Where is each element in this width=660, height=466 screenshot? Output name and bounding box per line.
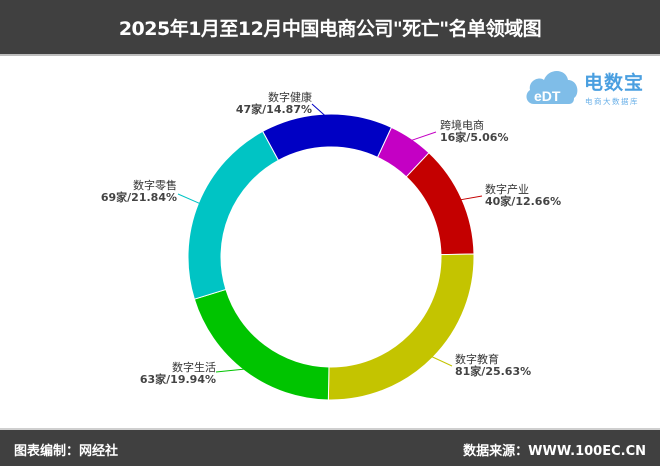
slice-5	[262, 113, 393, 162]
slice-label-value: 69家/21.84%	[100, 191, 177, 204]
leader-line-3	[215, 368, 247, 373]
footer-source: 数据来源：WWW.100EC.CN	[463, 444, 646, 459]
logo-subtitle: 电商大数据库	[585, 97, 639, 106]
slice-label-value: 47家/14.87%	[235, 103, 312, 116]
slice-label-name: 数字零售	[133, 179, 177, 192]
footer-bar: 图表编制：网经社 数据来源：WWW.100EC.CN	[0, 428, 660, 466]
logo: eDT 电数宝 电商大数据库	[524, 62, 654, 116]
title-bar: 2025年1月至12月中国电商公司"死亡"名单领域图	[0, 0, 660, 56]
slice-label: 数字生活 63家/19.94%	[140, 362, 216, 386]
slice-label: 数字零售 69家/21.84%	[101, 180, 177, 204]
slice-label: 跨境电商 16家/5.06%	[440, 120, 509, 144]
slice-label: 数字产业 40家/12.66%	[485, 184, 561, 208]
slice-label-value: 16家/5.06%	[440, 131, 509, 144]
slice-label-value: 40家/12.66%	[485, 195, 562, 208]
leader-line-0	[409, 131, 437, 142]
cloud-logo-icon: eDT	[526, 71, 578, 104]
svg-text:eDT: eDT	[534, 88, 561, 104]
slice-label: 数字健康 47家/14.87%	[236, 92, 312, 116]
slice-label-name: 数字健康	[268, 91, 312, 104]
slice-label-value: 63家/19.94%	[139, 373, 216, 386]
leader-line-2	[429, 355, 453, 367]
chart-title: 2025年1月至12月中国电商公司"死亡"名单领域图	[118, 17, 542, 40]
slice-label-value: 81家/25.63%	[455, 365, 532, 378]
slice-1	[405, 152, 475, 256]
slice-label-name: 数字产业	[485, 183, 529, 196]
leader-line-4	[177, 193, 202, 205]
slice-label-name: 跨境电商	[440, 119, 484, 132]
logo-brand: 电数宝	[584, 72, 645, 94]
slice-4	[187, 130, 280, 300]
slice-label-name: 数字教育	[455, 353, 499, 366]
slice-label: 数字教育 81家/25.63%	[455, 354, 531, 378]
leader-line-1	[458, 195, 483, 201]
footer-credit: 图表编制：网经社	[14, 444, 119, 459]
slice-label-name: 数字生活	[172, 361, 216, 374]
slice-2	[327, 253, 475, 401]
leader-line-5	[311, 103, 328, 118]
